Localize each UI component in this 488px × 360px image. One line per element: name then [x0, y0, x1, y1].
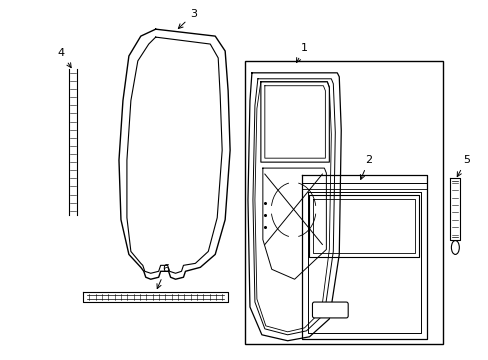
Text: 2: 2	[360, 155, 372, 179]
FancyBboxPatch shape	[312, 302, 347, 318]
Text: 1: 1	[296, 43, 307, 63]
Text: 4: 4	[58, 48, 71, 68]
Text: 6: 6	[157, 264, 169, 289]
Bar	[244, 61, 443, 344]
Text: 5: 5	[456, 155, 469, 177]
Text: 3: 3	[178, 9, 197, 28]
